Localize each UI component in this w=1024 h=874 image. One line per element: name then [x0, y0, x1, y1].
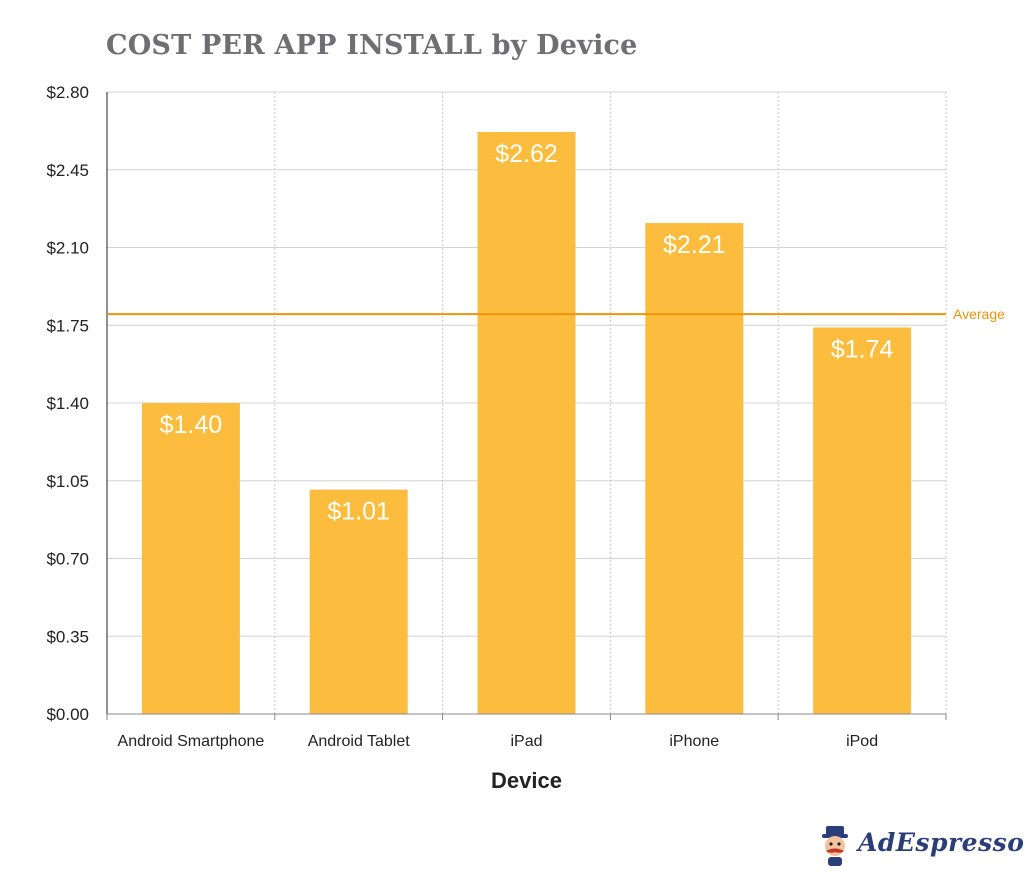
data-label: $1.01 [327, 498, 390, 526]
bar [141, 403, 240, 714]
x-tick-label: iPod [846, 733, 878, 750]
y-tick-label: $2.10 [46, 239, 89, 258]
chart-title: COST PER APP INSTALL by Device [106, 30, 638, 61]
data-label: $2.21 [663, 231, 726, 259]
data-label: $2.62 [495, 140, 558, 168]
x-tick-label: Android Smartphone [118, 733, 265, 750]
x-tick-label: iPhone [669, 733, 719, 750]
y-tick-label: $2.80 [46, 83, 89, 102]
y-tick-label: $0.70 [46, 550, 89, 569]
y-tick-label: $1.05 [46, 472, 89, 491]
bar [477, 131, 576, 714]
brand-name: AdEspresso [858, 828, 1024, 857]
data-label: $1.74 [831, 335, 894, 363]
x-axis-title: Device [491, 768, 562, 793]
average-label: Average [953, 306, 1005, 322]
y-tick-label: $1.40 [46, 394, 89, 413]
bar [645, 223, 744, 715]
bar [309, 489, 408, 714]
y-tick-label: $2.45 [46, 161, 89, 180]
brand-logo: AdEspresso [816, 824, 1024, 868]
y-tick-label: $0.00 [46, 705, 89, 724]
x-tick-label: iPad [510, 733, 542, 750]
y-tick-label: $0.35 [46, 627, 89, 646]
x-tick-label: Android Tablet [308, 733, 411, 750]
mascot-icon [822, 826, 848, 866]
data-label: $1.40 [160, 411, 223, 439]
y-tick-label: $1.75 [46, 316, 89, 335]
bar [813, 327, 912, 714]
